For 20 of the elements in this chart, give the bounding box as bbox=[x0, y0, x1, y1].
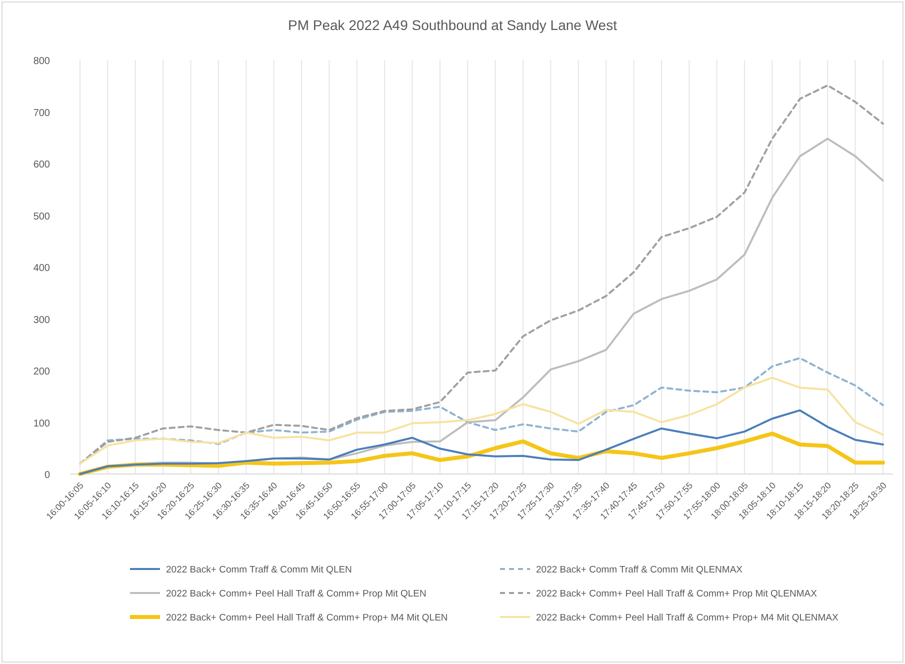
line-series bbox=[79, 357, 884, 465]
line-series bbox=[79, 376, 884, 465]
legend-label: 2022 Back+ Comm+ Peel Hall Traff & Comm+ Prop+ M4 Mit QLEN bbox=[166, 612, 448, 624]
y-tick-label: 0 bbox=[44, 470, 50, 481]
y-tick-label: 100 bbox=[33, 418, 50, 430]
y-tick-label: 700 bbox=[33, 108, 50, 119]
legend-label: 2022 Back+ Comm Traff & Comm Mit QLENMAX bbox=[536, 564, 744, 576]
line-series bbox=[79, 84, 884, 465]
legend-label: 2022 Back+ Comm Traff & Comm Mit QLEN bbox=[166, 564, 352, 576]
legend-label: 2022 Back+ Comm+ Peel Hall Traff & Comm+ Prop+ M4 Mit QLENMAX bbox=[536, 612, 840, 624]
y-tick-label: 400 bbox=[33, 263, 50, 274]
y-tick-label: 200 bbox=[33, 366, 50, 378]
legend-label: 2022 Back+ Comm+ Peel Hall Traff & Comm+ Prop Mit QLEN bbox=[166, 588, 427, 600]
line-series bbox=[79, 409, 884, 475]
legend-label: 2022 Back+ Comm+ Peel Hall Traff & Comm+ Prop Mit QLENMAX bbox=[536, 588, 818, 600]
y-tick-label: 300 bbox=[33, 314, 50, 326]
chart-title: PM Peak 2022 A49 Southbound at Sandy Lane West bbox=[288, 17, 618, 33]
y-tick-label: 500 bbox=[33, 211, 50, 222]
y-tick-label: 800 bbox=[33, 56, 50, 67]
y-tick-label: 600 bbox=[33, 160, 50, 170]
